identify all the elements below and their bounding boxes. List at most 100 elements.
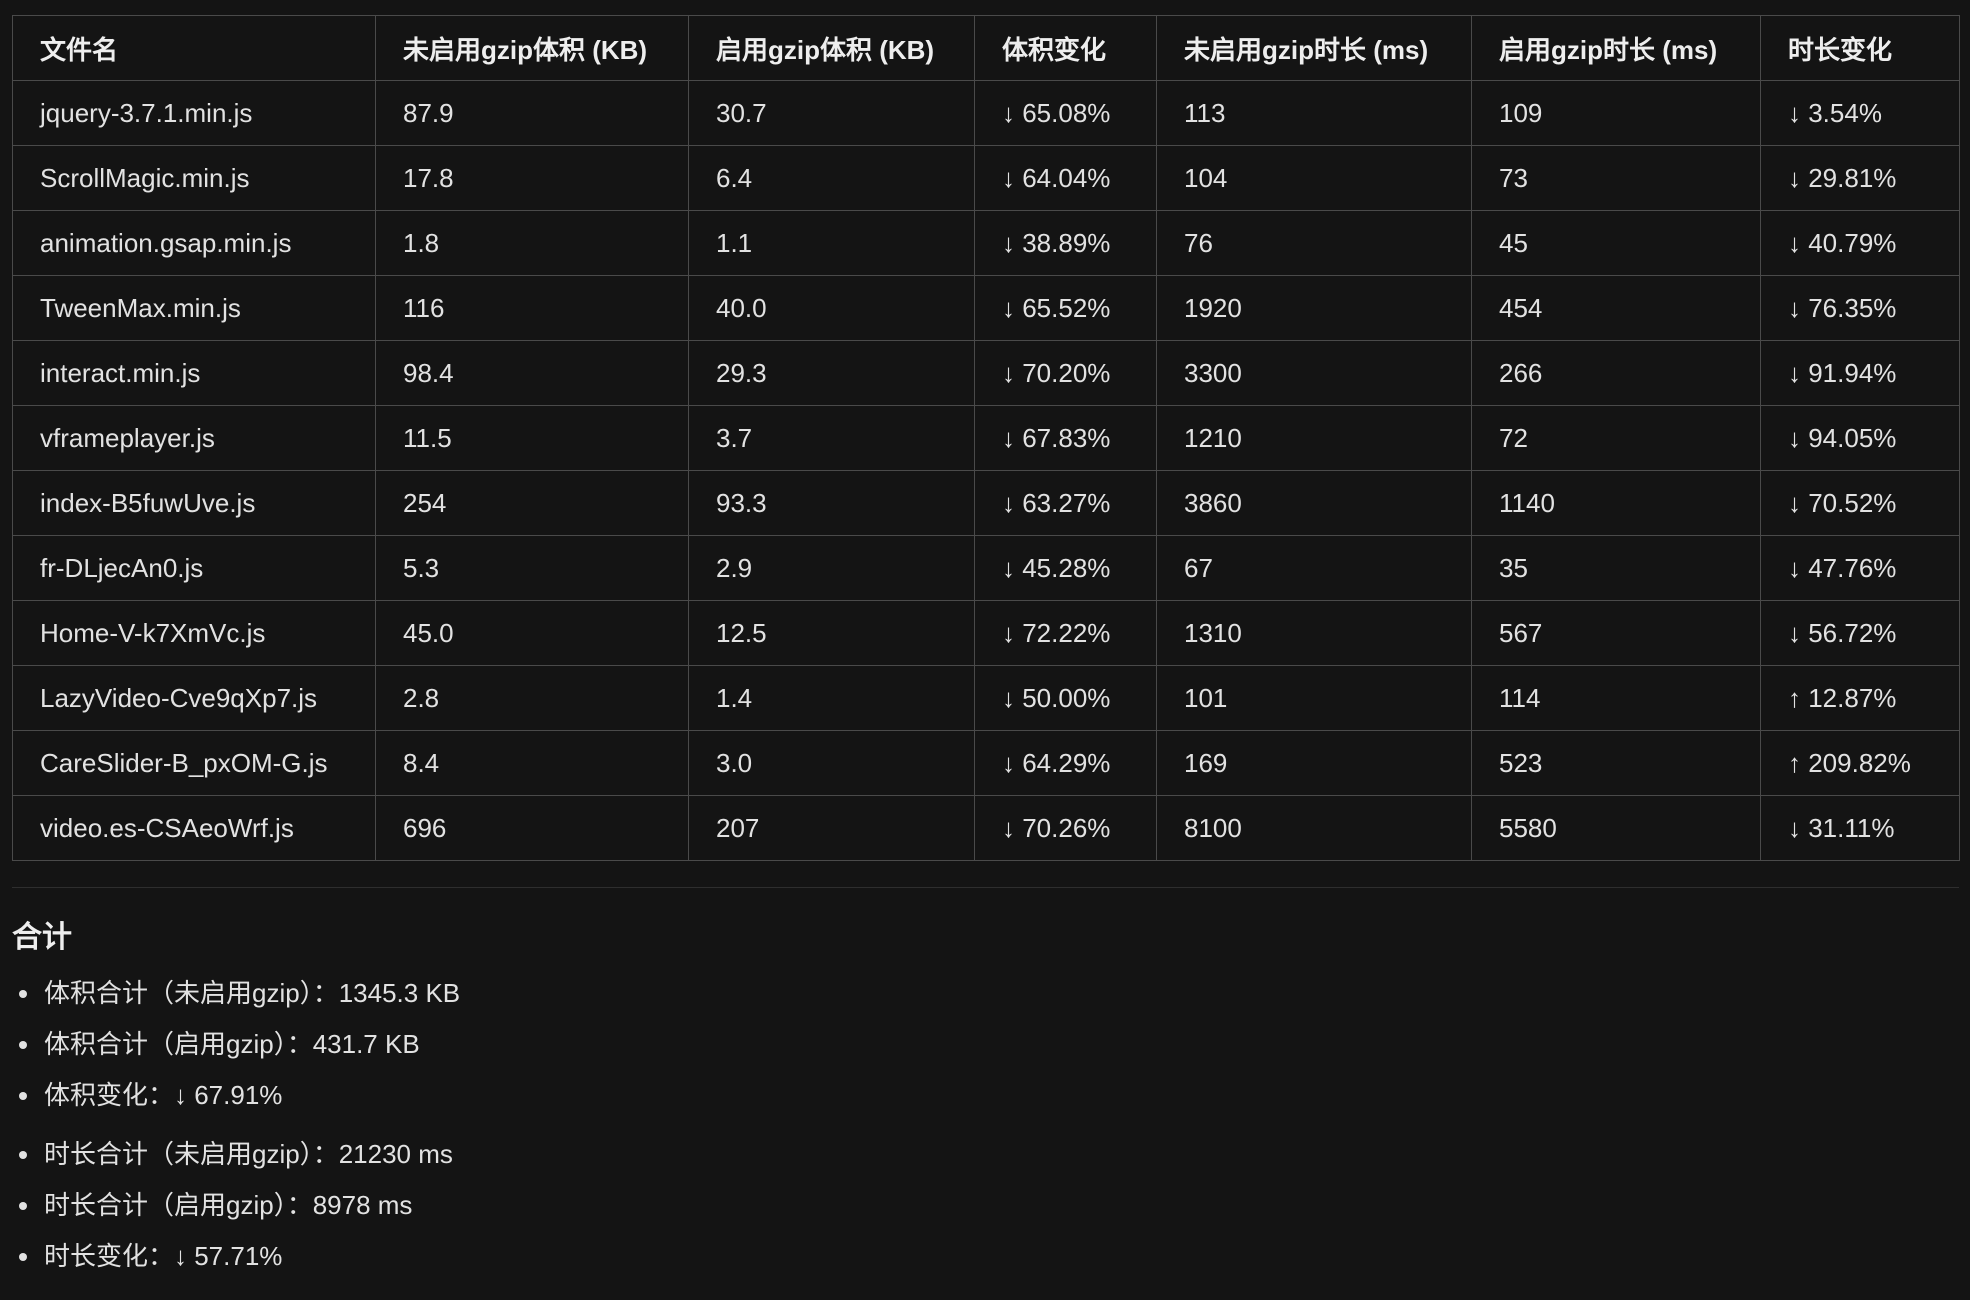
cell-time-gzip: 5580	[1471, 795, 1761, 861]
cell-size-change: ↓ 50.00%	[974, 665, 1157, 731]
cell-time-gzip: 266	[1471, 340, 1761, 406]
cell-size-no-gzip: 87.9	[375, 80, 689, 146]
summary-time-no-gzip: 时长合计（未启用gzip）：21230 ms	[44, 1139, 453, 1169]
summary-size-change: 体积变化：↓ 67.91%	[44, 1080, 283, 1110]
cell-size-no-gzip: 5.3	[375, 535, 689, 601]
cell-time-gzip: 567	[1471, 600, 1761, 666]
cell-time-no-gzip: 3860	[1156, 470, 1472, 536]
cell-size-change: ↓ 63.27%	[974, 470, 1157, 536]
cell-size-gzip: 12.5	[688, 600, 975, 666]
cell-size-change: ↓ 38.89%	[974, 210, 1157, 276]
cell-size-gzip: 30.7	[688, 80, 975, 146]
cell-size-gzip: 3.7	[688, 405, 975, 471]
cell-time-gzip: 1140	[1471, 470, 1761, 536]
list-item: 时长变化：↓ 57.71%	[12, 1231, 1959, 1282]
table-row: ScrollMagic.min.js 17.8 6.4 ↓ 64.04% 104 73 ↓ …	[12, 145, 1960, 211]
cell-size-gzip: 3.0	[688, 730, 975, 796]
cell-filename: index-B5fuwUve.js	[12, 470, 376, 536]
cell-time-change: ↓ 91.94%	[1760, 340, 1960, 406]
table-row: LazyVideo-Cve9qXp7.js 2.8 1.4 ↓ 50.00% 101 11…	[12, 665, 1960, 731]
header-size-change: 体积变化	[974, 15, 1157, 81]
cell-size-no-gzip: 11.5	[375, 405, 689, 471]
cell-filename: interact.min.js	[12, 340, 376, 406]
list-item: 体积合计（未启用gzip）：1345.3 KB	[12, 968, 1959, 1019]
cell-size-change: ↓ 65.52%	[974, 275, 1157, 341]
table-row: TweenMax.min.js 116 40.0 ↓ 65.52% 1920 454 ↓ 7…	[12, 275, 1960, 341]
list-item: 体积合计（启用gzip）：431.7 KB	[12, 1019, 1959, 1070]
table-row: jquery-3.7.1.min.js 87.9 30.7 ↓ 65.08% 113 10…	[12, 80, 1960, 146]
cell-time-gzip: 454	[1471, 275, 1761, 341]
cell-size-change: ↓ 65.08%	[974, 80, 1157, 146]
cell-filename: animation.gsap.min.js	[12, 210, 376, 276]
summary-list: 体积合计（未启用gzip）：1345.3 KB 体积合计（启用gzip）：431…	[12, 968, 1959, 1282]
cell-size-change: ↓ 70.20%	[974, 340, 1157, 406]
cell-size-no-gzip: 2.8	[375, 665, 689, 731]
cell-time-gzip: 523	[1471, 730, 1761, 796]
cell-time-no-gzip: 101	[1156, 665, 1472, 731]
cell-time-change: ↓ 29.81%	[1760, 145, 1960, 211]
list-item: 时长合计（启用gzip）：8978 ms	[12, 1180, 1959, 1231]
bullet-icon	[19, 1202, 27, 1210]
cell-time-no-gzip: 76	[1156, 210, 1472, 276]
cell-time-no-gzip: 1310	[1156, 600, 1472, 666]
table-row: Home-V-k7XmVc.js 45.0 12.5 ↓ 72.22% 1310 567 ↓…	[12, 600, 1960, 666]
summary-heading: 合计	[12, 921, 72, 954]
bullet-icon	[19, 1092, 27, 1100]
cell-size-change: ↓ 64.04%	[974, 145, 1157, 211]
cell-size-no-gzip: 45.0	[375, 600, 689, 666]
cell-time-gzip: 72	[1471, 405, 1761, 471]
cell-filename: CareSlider-B_pxOM-G.js	[12, 730, 376, 796]
table-row: video.es-CSAeoWrf.js 696 207 ↓ 70.26% 8100 55…	[12, 795, 1960, 861]
table-row: index-B5fuwUve.js 254 93.3 ↓ 63.27% 3860 1140…	[12, 470, 1960, 536]
cell-size-gzip: 40.0	[688, 275, 975, 341]
table-row: animation.gsap.min.js 1.8 1.1 ↓ 38.89% 76 45 ↓…	[12, 210, 1960, 276]
table-row: fr-DLjecAn0.js 5.3 2.9 ↓ 45.28% 67 35 ↓ 47.76%	[12, 535, 1960, 601]
document-content: 文件名 未启用gzip体积 (KB) 启用gzip体积 (KB) 体积变化 未启…	[12, 15, 1960, 1282]
list-item: 体积变化：↓ 67.91%	[12, 1070, 1959, 1121]
cell-filename: vframeplayer.js	[12, 405, 376, 471]
cell-size-change: ↓ 45.28%	[974, 535, 1157, 601]
cell-size-change: ↓ 70.26%	[974, 795, 1157, 861]
cell-size-no-gzip: 8.4	[375, 730, 689, 796]
cell-time-change: ↓ 40.79%	[1760, 210, 1960, 276]
cell-size-gzip: 29.3	[688, 340, 975, 406]
cell-size-no-gzip: 98.4	[375, 340, 689, 406]
cell-filename: TweenMax.min.js	[12, 275, 376, 341]
cell-filename: LazyVideo-Cve9qXp7.js	[12, 665, 376, 731]
cell-size-change: ↓ 72.22%	[974, 600, 1157, 666]
list-item: 时长合计（未启用gzip）：21230 ms	[12, 1129, 1959, 1180]
bullet-icon	[19, 1253, 27, 1261]
cell-time-no-gzip: 8100	[1156, 795, 1472, 861]
cell-time-gzip: 73	[1471, 145, 1761, 211]
cell-size-no-gzip: 116	[375, 275, 689, 341]
cell-time-change: ↑ 209.82%	[1760, 730, 1960, 796]
table-row: CareSlider-B_pxOM-G.js 8.4 3.0 ↓ 64.29% 169 5…	[12, 730, 1960, 796]
cell-filename: ScrollMagic.min.js	[12, 145, 376, 211]
cell-filename: Home-V-k7XmVc.js	[12, 600, 376, 666]
cell-size-no-gzip: 1.8	[375, 210, 689, 276]
summary-size-gzip: 体积合计（启用gzip）：431.7 KB	[44, 1029, 420, 1059]
cell-time-change: ↓ 94.05%	[1760, 405, 1960, 471]
bullet-icon	[19, 1151, 27, 1159]
cell-time-no-gzip: 113	[1156, 80, 1472, 146]
summary-time-gzip: 时长合计（启用gzip）：8978 ms	[44, 1190, 413, 1220]
summary-time-change: 时长变化：↓ 57.71%	[44, 1241, 283, 1271]
cell-time-gzip: 35	[1471, 535, 1761, 601]
cell-size-gzip: 1.4	[688, 665, 975, 731]
gzip-comparison-table: 文件名 未启用gzip体积 (KB) 启用gzip体积 (KB) 体积变化 未启…	[12, 15, 1960, 861]
cell-time-gzip: 45	[1471, 210, 1761, 276]
section-divider	[12, 887, 1959, 888]
header-size-gzip: 启用gzip体积 (KB)	[688, 15, 975, 81]
cell-time-change: ↓ 47.76%	[1760, 535, 1960, 601]
table-row: vframeplayer.js 11.5 3.7 ↓ 67.83% 1210 72 ↓ 94…	[12, 405, 1960, 471]
cell-time-gzip: 109	[1471, 80, 1761, 146]
header-time-gzip: 启用gzip时长 (ms)	[1471, 15, 1761, 81]
cell-time-change: ↓ 3.54%	[1760, 80, 1960, 146]
cell-size-no-gzip: 696	[375, 795, 689, 861]
header-time-no-gzip: 未启用gzip时长 (ms)	[1156, 15, 1472, 81]
cell-filename: jquery-3.7.1.min.js	[12, 80, 376, 146]
cell-time-no-gzip: 1210	[1156, 405, 1472, 471]
cell-time-no-gzip: 169	[1156, 730, 1472, 796]
cell-time-no-gzip: 104	[1156, 145, 1472, 211]
cell-filename: fr-DLjecAn0.js	[12, 535, 376, 601]
